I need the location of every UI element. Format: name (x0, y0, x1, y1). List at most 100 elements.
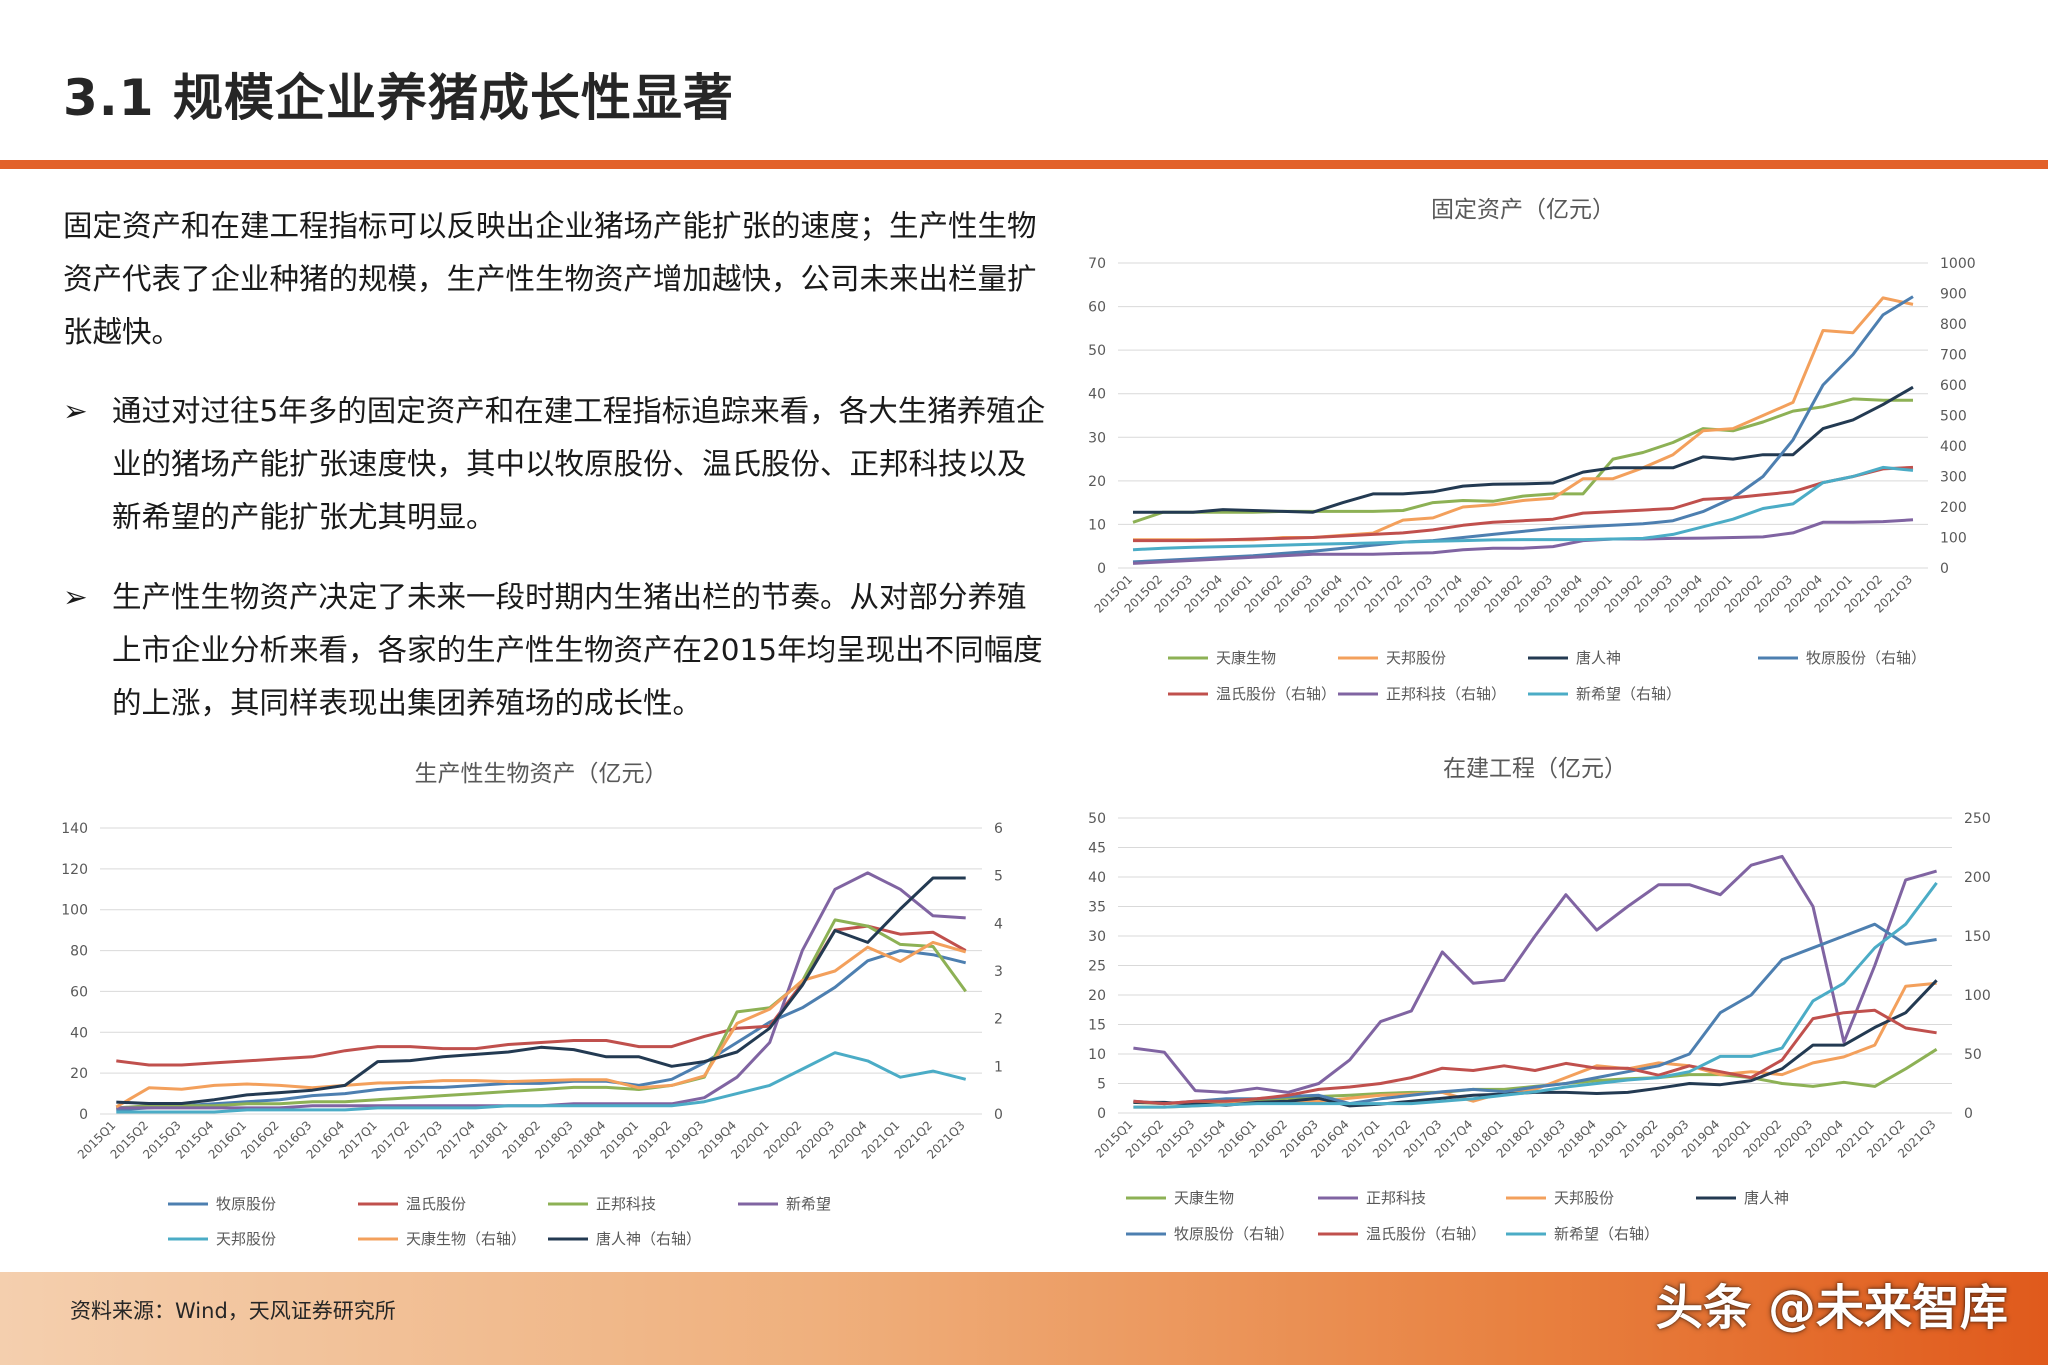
legend-label: 天康生物 (1174, 1189, 1234, 1207)
legend-label: 天邦股份 (216, 1230, 276, 1248)
y-left-tick-label: 0 (79, 1107, 88, 1123)
y-left-tick-label: 30 (1088, 430, 1106, 446)
y-right-tick-label: 1 (994, 1059, 1003, 1075)
series-line (1132, 465, 1914, 552)
legend-label: 唐人神 (1744, 1189, 1789, 1207)
y-right-tick-label: 5 (994, 869, 1003, 885)
y-right-tick-label: 0 (1940, 561, 1949, 577)
legend-label: 唐人神 (1576, 649, 1621, 667)
series-line (1133, 854, 1938, 1094)
legend-label: 牧原股份 (216, 1195, 276, 1213)
y-left-tick-label: 0 (1097, 561, 1106, 577)
y-right-tick-label: 0 (1964, 1106, 1973, 1122)
y-right-tick-label: 4 (994, 916, 1003, 932)
legend-label: 新希望（右轴） (1554, 1225, 1659, 1243)
legend-label: 温氏股份（右轴） (1216, 685, 1336, 703)
series-line (116, 924, 967, 1067)
y-right-tick-label: 6 (994, 821, 1003, 837)
y-left-tick-label: 100 (61, 903, 88, 919)
legend-label: 牧原股份（右轴） (1806, 649, 1926, 667)
page-title: 3.1 规模企业养猪成长性显著 (63, 69, 734, 127)
y-left-tick-label: 60 (1088, 300, 1106, 316)
series-line (115, 940, 967, 1109)
bullet-text: 生产性生物资产决定了未来一段时期内生猪出栏的节奏。从对部分养殖上市企业分析来看，… (112, 580, 1043, 720)
y-left-tick-label: 30 (1088, 929, 1106, 945)
series-line (1133, 465, 1914, 543)
y-left-tick-label: 20 (1088, 988, 1106, 1004)
y-right-tick-label: 150 (1964, 929, 1991, 945)
legend-label: 天康生物（右轴） (406, 1230, 526, 1248)
y-right-tick-label: 100 (1964, 988, 1991, 1004)
series-line (116, 1051, 967, 1114)
y-right-tick-label: 3 (994, 964, 1003, 980)
y-right-tick-label: 50 (1964, 1047, 1982, 1063)
y-right-tick-label: 300 (1940, 470, 1967, 486)
productive-bio-assets-chart: 生产性生物资产（亿元）02040608010012014001234562015… (61, 761, 1003, 1248)
series-line (1132, 295, 1914, 564)
legend-label: 正邦科技（右轴） (1386, 685, 1506, 703)
y-right-tick-label: 800 (1940, 317, 1967, 333)
series-line (1133, 1048, 1938, 1106)
legend-label: 天康生物 (1216, 649, 1276, 667)
source-note: 资料来源：Wind，天风证券研究所 (70, 1299, 396, 1323)
legend-label: 新希望（右轴） (1576, 685, 1681, 703)
y-left-tick-label: 5 (1097, 1077, 1106, 1093)
construction-in-progress-chart: 在建工程（亿元） 0 5 10 15 20 25 30 35 40 45 50 0 50 100 150 200… (1088, 756, 1991, 1243)
y-left-tick-label: 40 (70, 1025, 88, 1041)
y-left-tick-label: 20 (1088, 474, 1106, 490)
series-line (1132, 518, 1914, 565)
footer-band (0, 1272, 2048, 1365)
y-right-tick-label: 500 (1940, 409, 1967, 425)
y-left-tick-label: 40 (1088, 387, 1106, 403)
y-right-tick-label: 600 (1940, 378, 1967, 394)
legend-label: 温氏股份（右轴） (1366, 1225, 1486, 1243)
bullet-arrow-icon: ➢ (63, 394, 88, 428)
series-line (1132, 397, 1913, 524)
intro-paragraph: 固定资产和在建工程指标可以反映出企业猪场产能扩张的速度；生产性生物资产代表了企业… (63, 209, 1037, 349)
chart-title: 在建工程（亿元） (1443, 756, 1627, 782)
y-left-tick-label: 0 (1097, 1106, 1106, 1122)
series-line (1133, 385, 1914, 514)
bullet-arrow-icon: ➢ (63, 580, 88, 614)
chart-title: 固定资产（亿元） (1431, 197, 1615, 223)
y-right-tick-label: 100 (1940, 531, 1967, 547)
series-line (116, 918, 967, 1110)
y-right-tick-label: 1000 (1940, 256, 1976, 272)
bullet-item: ➢ 生产性生物资产决定了未来一段时期内生猪出栏的节奏。从对部分养殖上市企业分析来… (63, 571, 1048, 730)
legend-label: 天邦股份 (1386, 649, 1446, 667)
y-left-tick-label: 10 (1088, 1047, 1106, 1063)
y-right-tick-label: 400 (1940, 439, 1967, 455)
y-right-tick-label: 700 (1940, 348, 1967, 364)
series-line (1133, 922, 1937, 1106)
y-left-tick-label: 140 (61, 821, 88, 837)
y-right-tick-label: 900 (1940, 287, 1967, 303)
legend-label: 温氏股份 (406, 1195, 466, 1213)
watermark: 头条 @未来智库 (1655, 1280, 2008, 1336)
series-line (1133, 1008, 1937, 1106)
legend-label: 天邦股份 (1554, 1189, 1614, 1207)
series-line (116, 949, 967, 1112)
y-left-tick-label: 35 (1088, 900, 1106, 916)
y-right-tick-label: 250 (1964, 811, 1991, 827)
fixed-assets-chart: 固定资产（亿元）01020304050607001002003004005006… (1088, 197, 1976, 703)
y-left-tick-label: 60 (70, 984, 88, 1000)
y-left-tick-label: 45 (1088, 841, 1106, 857)
y-left-tick-label: 25 (1088, 959, 1106, 975)
y-left-tick-label: 15 (1088, 1018, 1106, 1034)
y-left-tick-label: 120 (61, 862, 88, 878)
y-right-tick-label: 200 (1964, 870, 1991, 886)
legend-label: 正邦科技 (1366, 1189, 1426, 1207)
bullet-item: ➢ 通过对过往5年多的固定资产和在建工程指标追踪来看，各大生猪养殖企业的猪场产能… (63, 385, 1048, 544)
y-right-tick-label: 2 (994, 1012, 1003, 1028)
legend-label: 牧原股份（右轴） (1174, 1225, 1294, 1243)
bullet-text: 通过对过往5年多的固定资产和在建工程指标追踪来看，各大生猪养殖企业的猪场产能扩张… (112, 394, 1046, 534)
y-right-tick-label: 200 (1940, 500, 1967, 516)
chart-title: 生产性生物资产（亿元） (415, 761, 668, 787)
legend-label: 唐人神（右轴） (596, 1230, 701, 1248)
y-left-tick-label: 40 (1088, 870, 1106, 886)
y-right-tick-label: 0 (994, 1107, 1003, 1123)
y-left-tick-label: 70 (1088, 256, 1106, 272)
y-left-tick-label: 50 (1088, 811, 1106, 827)
y-left-tick-label: 50 (1088, 343, 1106, 359)
series-line (116, 876, 966, 1105)
